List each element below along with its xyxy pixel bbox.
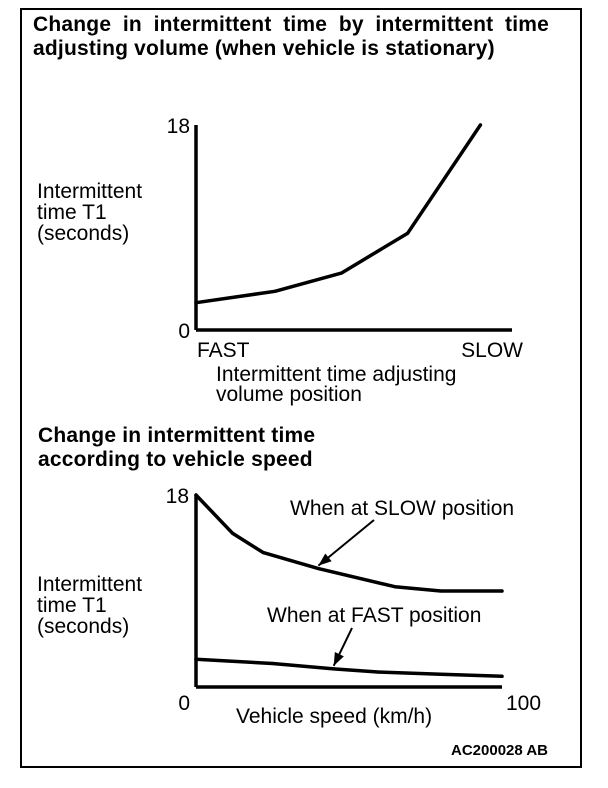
chart-2-ylabel-line-1: Intermittent bbox=[37, 573, 142, 596]
chart-1: Intermittent time T1 (seconds) Intermitt… bbox=[37, 115, 523, 406]
chart-2-series-1-point-1 bbox=[270, 661, 275, 666]
chart-1-ylabel-line-3: (seconds) bbox=[37, 222, 129, 245]
chart-1-x-tick-left: FAST bbox=[197, 339, 250, 362]
chart-1-point-1 bbox=[273, 289, 277, 293]
chart-2-series-0-point-3 bbox=[316, 567, 320, 571]
chart-1-y-tick-0: 0 bbox=[178, 320, 190, 343]
chart-2-x-tick-100: 100 bbox=[506, 692, 541, 715]
chart-2-leader-arrowhead-0 bbox=[318, 553, 332, 566]
chart-1-point-2 bbox=[339, 271, 343, 275]
chart-1-ylabel-line-2: time T1 bbox=[37, 201, 107, 224]
chart-1-point-0 bbox=[194, 301, 198, 305]
chart-1-point-3 bbox=[406, 231, 410, 235]
chart-2-title: Change in intermittent time according to… bbox=[38, 424, 316, 471]
chart-2-series-1-point-0 bbox=[194, 657, 198, 661]
chart-1-series-line-0 bbox=[194, 123, 483, 305]
chart-2-x-tick-0: 0 bbox=[178, 692, 190, 715]
chart-1-xlabel-line-1: Intermittent time adjusting bbox=[216, 363, 456, 386]
chart-1-xlabel-line-2: volume position bbox=[216, 383, 362, 406]
chart-2-series-1-point-4 bbox=[439, 672, 443, 676]
chart-1-x-tick-right: SLOW bbox=[461, 339, 523, 362]
chart-2-series-line-1 bbox=[194, 657, 504, 679]
chart-2-series-0-point-6 bbox=[500, 589, 504, 593]
figure-frame bbox=[20, 8, 582, 768]
chart-2-series-0-point-2 bbox=[261, 551, 265, 555]
chart-2-series-label-0: When at SLOW position bbox=[290, 497, 514, 520]
chart-1-ylabel-line-1: Intermittent bbox=[37, 180, 142, 203]
chart-2-ylabel-line-3: (seconds) bbox=[37, 615, 129, 638]
chart-2-series-0-point-4 bbox=[393, 585, 397, 589]
chart-2-y-tick-18: 18 bbox=[166, 485, 189, 508]
chart-2-xlabel: Vehicle speed (km/h) bbox=[236, 705, 432, 728]
chart-2-series-1-point-2 bbox=[332, 667, 336, 671]
figure-id: AC200028 AB bbox=[451, 742, 548, 759]
chart-2-series-0-point-5 bbox=[439, 589, 443, 593]
chart-1-y-tick-18: 18 bbox=[167, 115, 190, 138]
chart-2-series-0-point-1 bbox=[231, 531, 235, 536]
chart-2-ylabel-line-2: time T1 bbox=[37, 594, 107, 617]
chart-2-series-1-point-3 bbox=[378, 670, 382, 674]
chart-2: Intermittent time T1 (seconds) Vehicle s… bbox=[37, 485, 541, 728]
chart-2-series-0-point-0 bbox=[194, 493, 198, 497]
chart-2-series-label-1: When at FAST position bbox=[267, 604, 481, 627]
chart-2-series-1-point-5 bbox=[500, 674, 504, 678]
chart-1-point-4 bbox=[478, 123, 482, 127]
chart-1-title: Change in intermittent time by intermitt… bbox=[33, 13, 549, 60]
chart-2-leader-arrowhead-1 bbox=[333, 651, 344, 666]
